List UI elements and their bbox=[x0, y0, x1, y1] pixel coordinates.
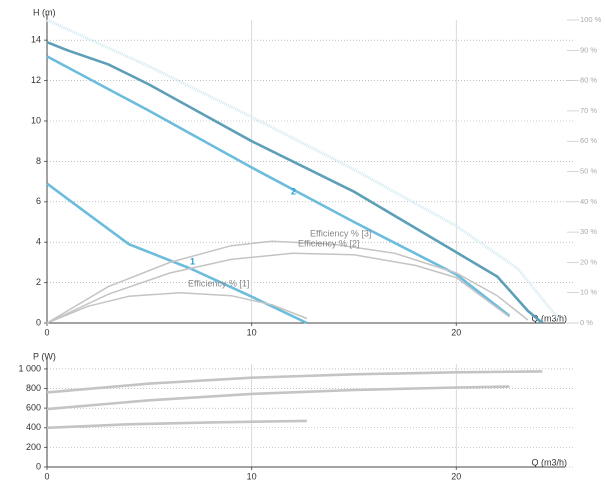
y2-tick-label: 30 % bbox=[580, 227, 597, 236]
series-line bbox=[46, 55, 511, 317]
x-tick-label: 10 bbox=[247, 471, 257, 481]
y-tick-label: 200 bbox=[26, 442, 41, 452]
x-axis-title: Q (m3/h) bbox=[531, 313, 567, 323]
y-tick-label: 8 bbox=[36, 156, 41, 166]
y2-tick-label: 90 % bbox=[580, 45, 597, 54]
curve-label: 1 bbox=[190, 256, 195, 266]
curve-label: Efficiency % [2] bbox=[298, 238, 359, 248]
y-tick-label: 0 bbox=[36, 461, 41, 471]
y-tick-label: 12 bbox=[31, 75, 41, 85]
series-line bbox=[46, 18, 560, 320]
y-tick-label: 2 bbox=[36, 277, 41, 287]
curve-label: 2 bbox=[291, 186, 296, 196]
y2-tick-label: 100 % bbox=[580, 15, 602, 24]
series-line bbox=[46, 370, 543, 394]
y2-tick-label: 40 % bbox=[580, 197, 597, 206]
y2-tick-label: 50 % bbox=[580, 166, 597, 175]
y-tick-label: 10 bbox=[31, 115, 41, 125]
x-axis-title: Q (m3/h) bbox=[531, 457, 567, 467]
series-line bbox=[46, 252, 510, 324]
series-line bbox=[46, 182, 308, 325]
y2-tick-label: 20 % bbox=[580, 257, 597, 266]
y-tick-label: 0 bbox=[36, 317, 41, 327]
series-line bbox=[46, 385, 510, 411]
x-tick-label: 20 bbox=[451, 327, 461, 337]
curve-label: Efficiency % [3] bbox=[310, 228, 371, 238]
x-tick-label: 10 bbox=[247, 327, 257, 337]
x-tick-label: 0 bbox=[44, 327, 49, 337]
y-tick-label: 800 bbox=[26, 383, 41, 393]
y-tick-label: 14 bbox=[31, 35, 41, 45]
y-tick-label: 1 000 bbox=[18, 363, 41, 373]
y-tick-label: 400 bbox=[26, 422, 41, 432]
y-tick-label: 600 bbox=[26, 403, 41, 413]
series-line bbox=[46, 240, 529, 324]
y2-tick-label: 0 % bbox=[580, 318, 593, 327]
series-line bbox=[46, 291, 308, 324]
series-line bbox=[46, 40, 544, 324]
y2-tick-label: 80 % bbox=[580, 76, 597, 85]
x-tick-label: 20 bbox=[451, 471, 461, 481]
y2-tick-label: 60 % bbox=[580, 136, 597, 145]
y2-tick-label: 70 % bbox=[580, 106, 597, 115]
y-axis-title: H (m) bbox=[33, 7, 56, 17]
y2-tick-label: 10 % bbox=[580, 288, 597, 297]
curve-label: Efficiency % [1] bbox=[188, 278, 249, 288]
y-tick-label: 4 bbox=[36, 237, 41, 247]
series-line bbox=[46, 419, 307, 430]
y-axis-title: P (W) bbox=[33, 351, 56, 361]
y-tick-label: 6 bbox=[36, 196, 41, 206]
x-tick-label: 0 bbox=[44, 471, 49, 481]
